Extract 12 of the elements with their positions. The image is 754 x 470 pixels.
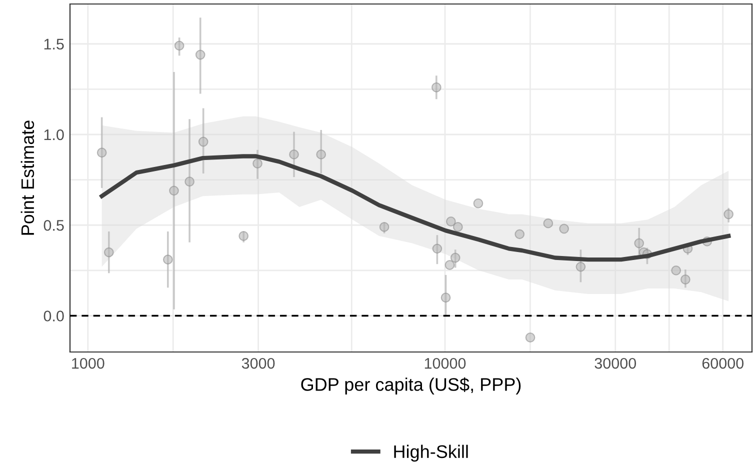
- y-tick-label: 1.5: [44, 38, 64, 50]
- x-tick-label: 10000: [424, 358, 466, 369]
- legend-label: High-Skill: [394, 444, 468, 462]
- x-tick-label: 3000: [242, 358, 275, 369]
- x-tick-label: 60000: [702, 358, 744, 369]
- y-axis-title: Point Estimate: [20, 120, 34, 235]
- x-tick-label: 1000: [72, 358, 104, 369]
- y-tick-label: 0.5: [44, 220, 64, 231]
- y-tick-label: 0.0: [44, 310, 64, 322]
- x-tick-label: 30000: [594, 358, 636, 369]
- x-axis-title: GDP per capita (US$, PPP): [301, 377, 521, 394]
- y-tick-label: 1.0: [44, 129, 64, 140]
